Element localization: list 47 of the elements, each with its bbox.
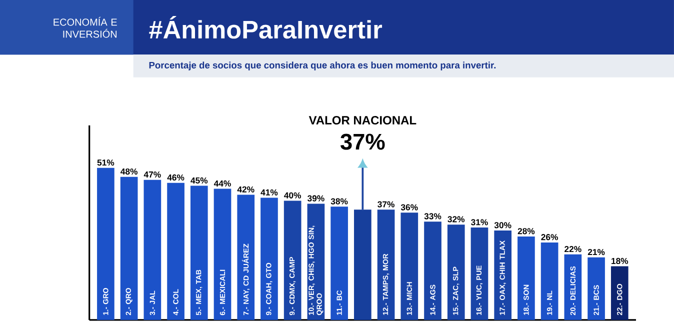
- bar: [588, 257, 605, 320]
- bar: [470, 228, 488, 320]
- data-label: 40%: [284, 192, 302, 198]
- data-label: 26%: [541, 234, 558, 240]
- bar: [214, 188, 232, 320]
- bar: [518, 236, 535, 320]
- bar: [494, 230, 512, 320]
- bar: [97, 168, 114, 320]
- data-label: 32%: [448, 216, 465, 222]
- bar: [330, 206, 348, 320]
- text: VALOR NACIONAL: [308, 116, 416, 125]
- bar: [610, 266, 628, 320]
- bar: [167, 182, 184, 320]
- bar: [447, 224, 465, 320]
- data-label: 18%: [612, 258, 628, 264]
- data-label: 30%: [494, 222, 512, 228]
- bar: [120, 176, 138, 320]
- text: ECONOMÍA E INVERSIÓN: [54, 16, 117, 38]
- data-label: 51%: [97, 160, 114, 166]
- data-label: 37%: [340, 134, 385, 150]
- data-label: 39%: [307, 195, 324, 202]
- data-label: 44%: [214, 180, 231, 187]
- bar: [284, 200, 302, 320]
- data-label: 28%: [518, 228, 535, 234]
- bar: [190, 186, 208, 320]
- bar: [144, 180, 162, 320]
- data-label: 37%: [378, 201, 394, 208]
- data-label: 33%: [424, 213, 442, 220]
- data-label: 48%: [120, 168, 138, 175]
- data-label: 42%: [237, 186, 254, 192]
- data-label: 47%: [144, 171, 161, 178]
- bar: [237, 194, 255, 320]
- chart-title: #ÁnimoParaInvertir: [149, 16, 382, 39]
- chart-subtitle: Porcentaje de socios que considera que ahora es buen momento para invertir.: [149, 62, 496, 70]
- data-label: 22%: [564, 246, 582, 252]
- data-label: 46%: [167, 174, 184, 181]
- data-label: 31%: [471, 219, 488, 226]
- bar: [260, 198, 278, 320]
- bar: [400, 212, 418, 320]
- bar: [424, 222, 442, 320]
- bar: [540, 242, 558, 320]
- data-label: 36%: [400, 204, 418, 210]
- data-label: 38%: [330, 198, 348, 204]
- data-label: 41%: [260, 189, 278, 196]
- data-label: 45%: [190, 177, 208, 184]
- bar: [377, 210, 395, 320]
- data-label: 21%: [588, 248, 605, 256]
